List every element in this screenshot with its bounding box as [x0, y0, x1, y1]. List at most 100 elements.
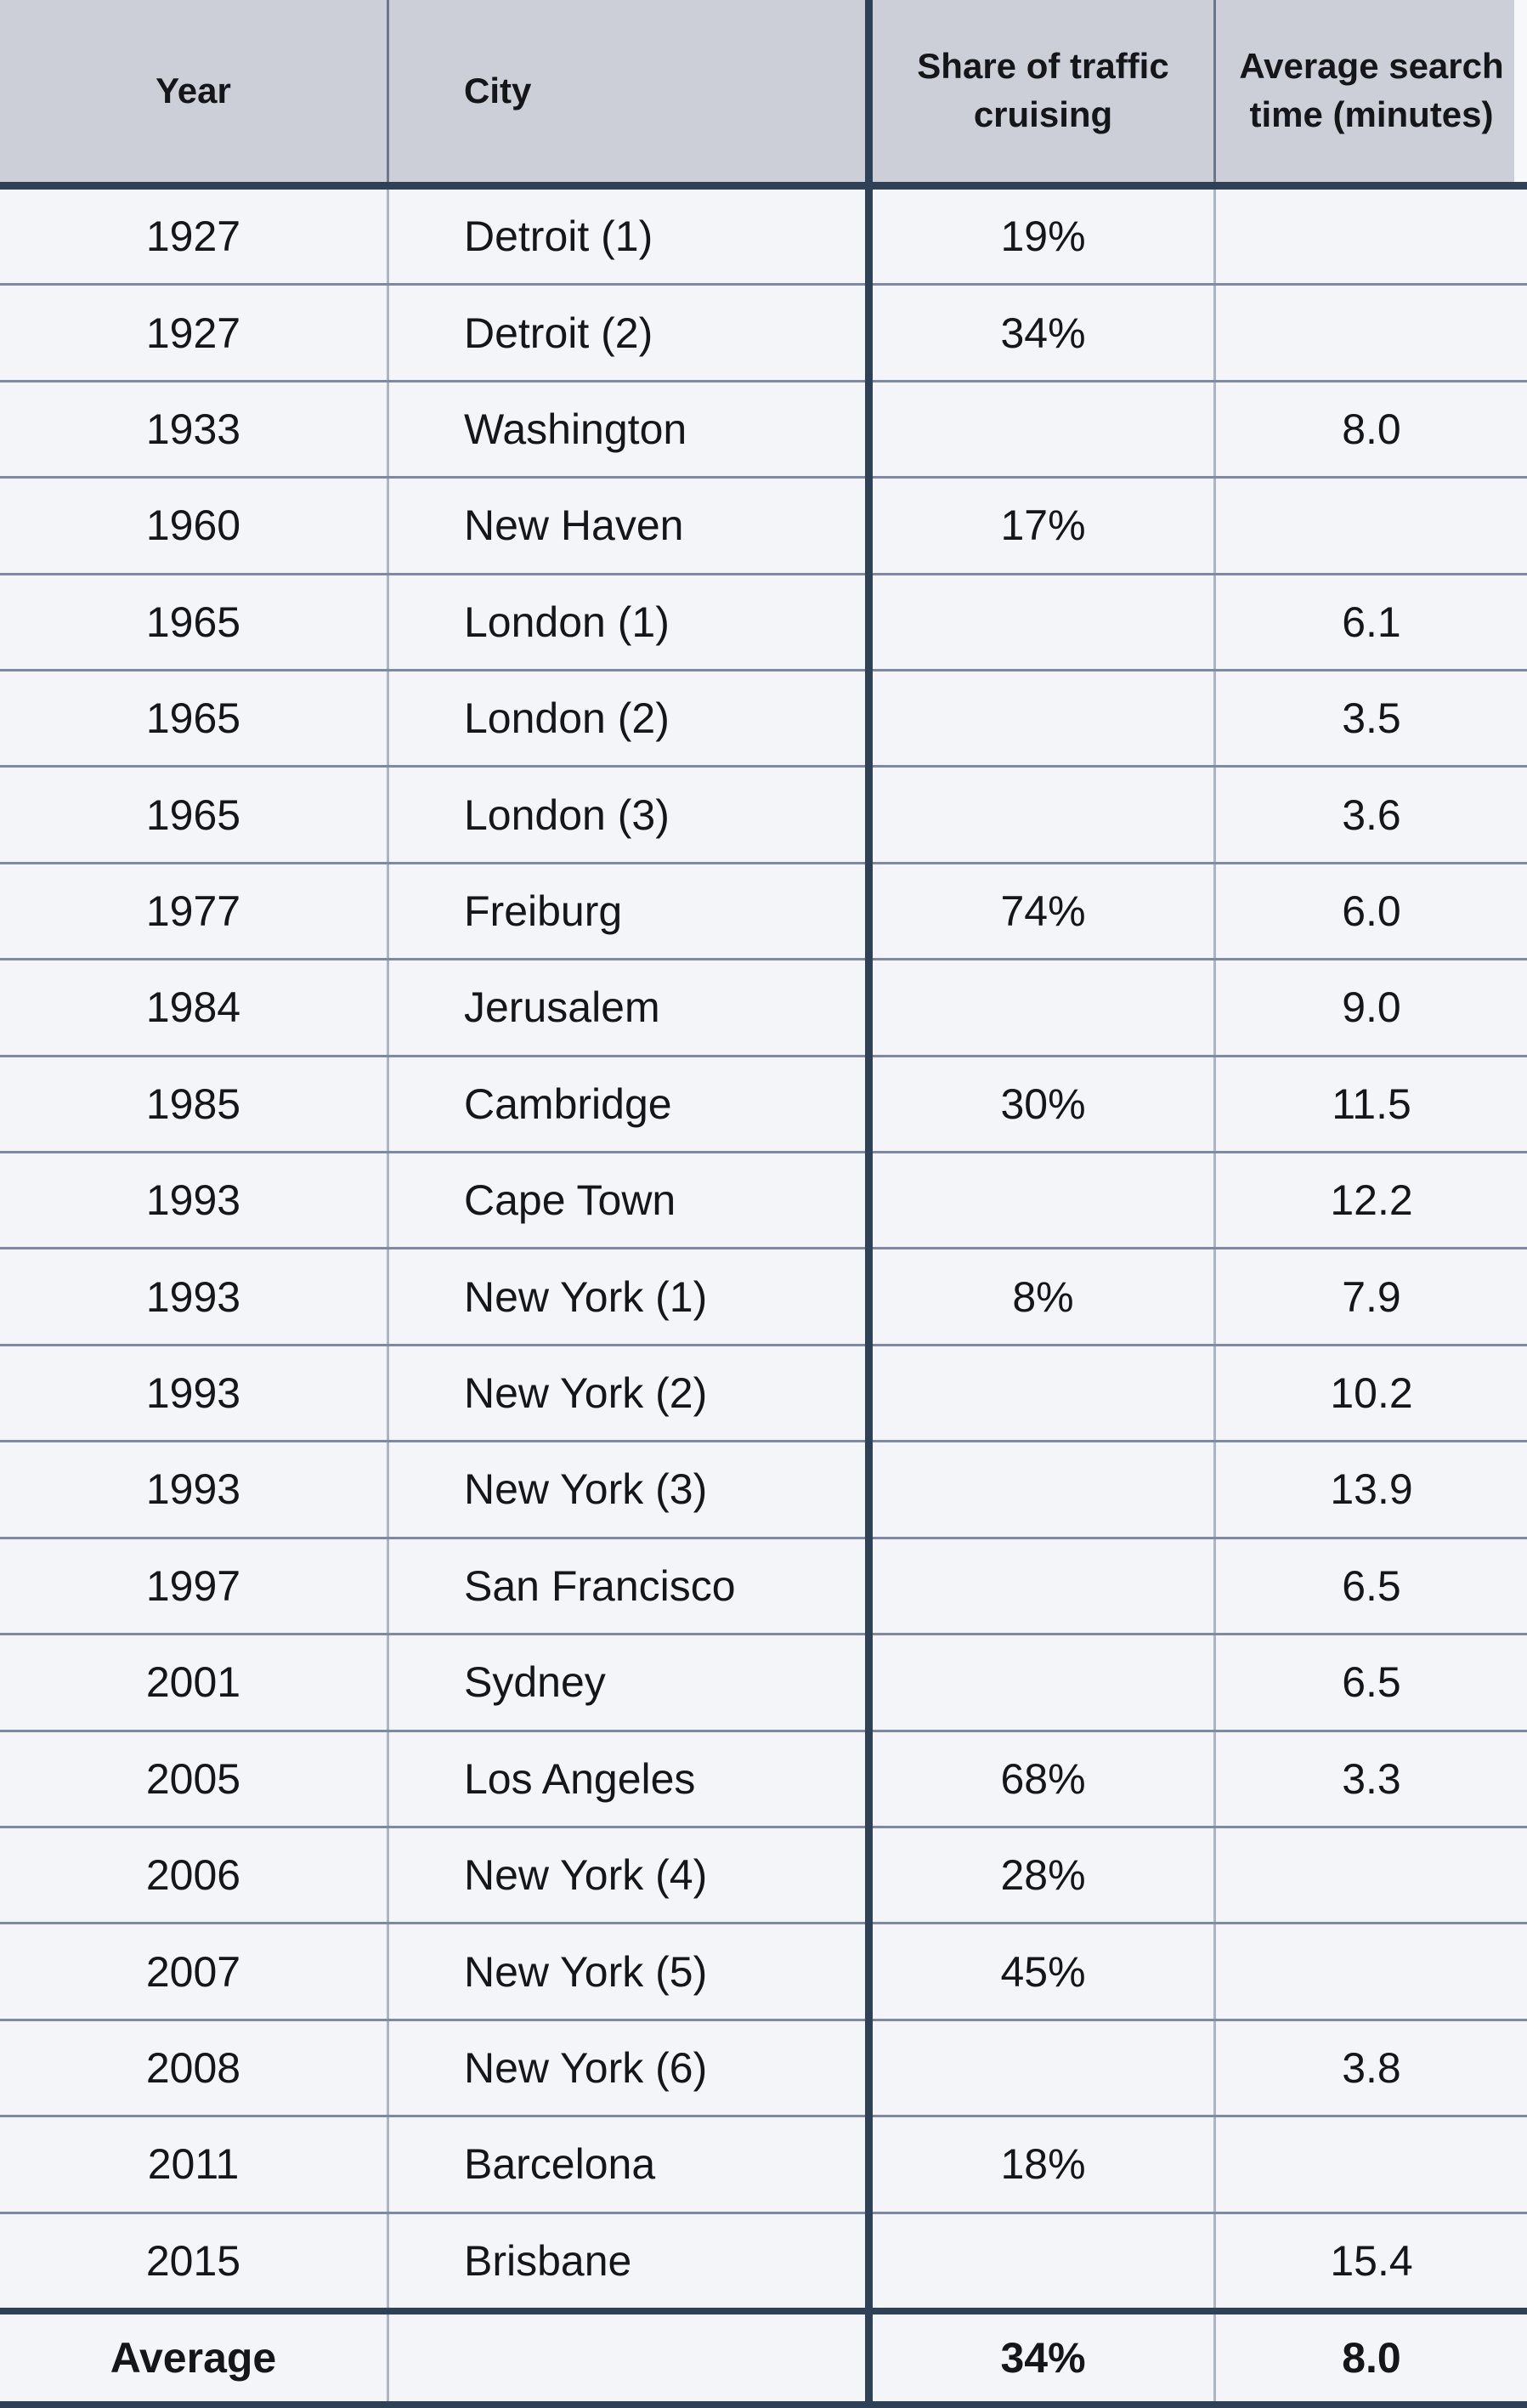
cell-share: 19%: [873, 190, 1216, 284]
table-row: 2008 New York (6) 3.8: [0, 2020, 1527, 2118]
cell-share: [873, 1346, 1216, 1441]
cell-time: [1216, 286, 1527, 379]
cell-year: 2006: [0, 1827, 389, 1923]
table-row: 1960 New Haven 17%: [0, 479, 1527, 575]
average-row-time-value: 8.0: [1342, 2334, 1401, 2382]
col-header-year: Year: [0, 0, 389, 182]
cell-city: Barcelona: [464, 2140, 656, 2189]
cell-year: 1927: [0, 286, 389, 380]
cell-city: Detroit (1): [464, 212, 653, 261]
cell-time: 6.5: [1342, 1658, 1401, 1707]
table-row: 2001 Sydney 6.5: [0, 1635, 1527, 1732]
cell-time: 9.0: [1342, 983, 1401, 1032]
cell-year: 2011: [0, 2117, 389, 2212]
cell-city: Los Angeles: [464, 1754, 696, 1803]
table-row: 1993 New York (3) 13.9: [0, 1442, 1527, 1539]
cell-time: [1216, 1924, 1527, 2018]
table-row: 1997 San Francisco 6.5: [0, 1538, 1527, 1636]
cell-city: New Haven: [464, 501, 684, 550]
cell-year: 1965: [0, 671, 389, 766]
cell-city: London (1): [464, 598, 670, 646]
table-body: 1927 Detroit (1) 19% 1927 Detroit (2) 34…: [0, 190, 1527, 2308]
cell-time: 3.8: [1342, 2043, 1401, 2092]
cell-share: 17%: [873, 479, 1216, 573]
cell-year: 2008: [0, 2020, 389, 2116]
cell-year: 1993: [0, 1442, 389, 1537]
cell-city: New York (3): [464, 1465, 708, 1514]
cell-city: Jerusalem: [464, 983, 660, 1032]
table-row: 1984 Jerusalem 9.0: [0, 960, 1527, 1057]
cell-city: New York (5): [464, 1947, 708, 1996]
table-row: 2015 Brisbane 15.4: [0, 2213, 1527, 2308]
table-row: 1965 London (1) 6.1: [0, 575, 1527, 672]
cell-time: 6.5: [1342, 1561, 1401, 1610]
cell-time: [1216, 190, 1527, 283]
cell-time: 3.3: [1342, 1754, 1401, 1803]
cell-year: 2015: [0, 2213, 389, 2308]
cell-share: [873, 1635, 1216, 1730]
table-row: 1927 Detroit (2) 34%: [0, 286, 1527, 382]
cell-share: [873, 1153, 1216, 1248]
table-average-row: Average 34% 8.0: [0, 2308, 1527, 2408]
cell-share: 45%: [873, 1924, 1216, 2019]
cell-share: 74%: [873, 864, 1216, 959]
cell-time: [1216, 1828, 1527, 1922]
cell-year: 1977: [0, 864, 389, 959]
table-row: 1933 Washington 8.0: [0, 382, 1527, 479]
cell-year: 2005: [0, 1731, 389, 1826]
cell-city: New York (4): [464, 1851, 708, 1900]
cell-year: 1933: [0, 382, 389, 477]
cell-year: 1965: [0, 575, 389, 670]
table-row: 1965 London (2) 3.5: [0, 671, 1527, 768]
cell-year: 1984: [0, 960, 389, 1055]
table-row: 1977 Freiburg 74% 6.0: [0, 864, 1527, 961]
cell-time: 3.6: [1342, 790, 1401, 839]
cell-year: 1993: [0, 1346, 389, 1441]
cell-city: Freiburg: [464, 887, 623, 936]
table-row: 2011 Barcelona 18%: [0, 2117, 1527, 2214]
cell-city: Detroit (2): [464, 309, 653, 357]
table-row: 1985 Cambridge 30% 11.5: [0, 1057, 1527, 1154]
cell-city: London (2): [464, 694, 670, 743]
cell-time: 13.9: [1330, 1465, 1413, 1514]
cell-year: 2007: [0, 1924, 389, 2019]
cell-year: 2001: [0, 1635, 389, 1730]
cell-city: Washington: [464, 405, 687, 454]
thick-column-divider: [865, 0, 873, 2408]
cell-time: 6.1: [1342, 598, 1401, 646]
cell-city: New York (6): [464, 2043, 708, 2092]
table-row: 1993 New York (2) 10.2: [0, 1346, 1527, 1443]
cell-share: [873, 1538, 1216, 1634]
cell-time: 7.9: [1342, 1272, 1401, 1321]
cell-year: 1997: [0, 1538, 389, 1634]
cell-year: 1960: [0, 479, 389, 573]
cell-city: London (3): [464, 790, 670, 839]
cell-year: 1965: [0, 768, 389, 862]
cell-share: [873, 382, 1216, 477]
cell-year: 1985: [0, 1057, 389, 1152]
table-row: 2007 New York (5) 45%: [0, 1924, 1527, 2021]
table-header-row: Year City Share of traffic cruising Aver…: [0, 0, 1527, 190]
cell-share: [873, 1442, 1216, 1537]
cell-share: 8%: [873, 1249, 1216, 1344]
col-header-average-search-time: Average search time (minutes): [1216, 0, 1527, 182]
cell-city: Sydney: [464, 1658, 606, 1707]
cell-time: 3.5: [1342, 694, 1401, 743]
cell-city: Cape Town: [464, 1176, 676, 1225]
cell-share: [873, 671, 1216, 766]
cell-time: 12.2: [1330, 1176, 1413, 1225]
table-row: 1965 London (3) 3.6: [0, 768, 1527, 864]
cell-share: 68%: [873, 1731, 1216, 1826]
cell-share: [873, 2213, 1216, 2308]
col-header-city: City: [464, 70, 532, 110]
table-row: 2005 Los Angeles 68% 3.3: [0, 1731, 1527, 1828]
cell-time: [1216, 2117, 1527, 2211]
cell-city: Brisbane: [464, 2236, 632, 2285]
cell-share: 18%: [873, 2117, 1216, 2212]
cell-year: 1993: [0, 1153, 389, 1248]
average-row-share-value: 34%: [873, 2315, 1216, 2401]
average-row-label: Average: [0, 2315, 389, 2401]
cell-share: [873, 2020, 1216, 2116]
cell-city: San Francisco: [464, 1561, 736, 1610]
